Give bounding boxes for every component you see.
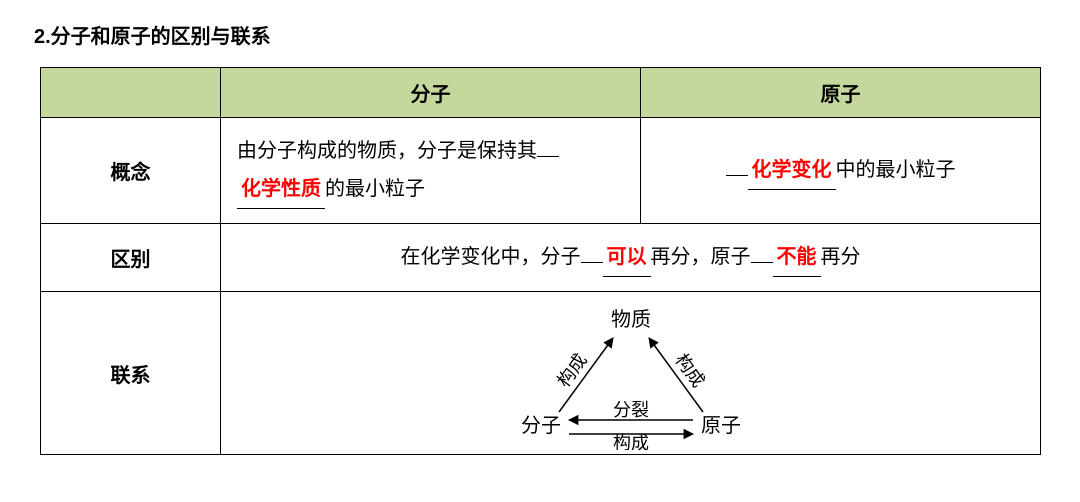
cell-gainian-yuanzi: 化学变化中的最小粒子 — [641, 118, 1041, 224]
row-qubie: 区别 在化学变化中，分子可以再分，原子不能再分 — [41, 224, 1041, 292]
rowhead-lianxi: 联系 — [41, 292, 221, 455]
node-left: 分子 — [521, 414, 561, 437]
header-empty — [41, 68, 221, 118]
qubie-pre: 在化学变化中，分子 — [401, 246, 581, 268]
qubie-fill2: 不能 — [773, 238, 821, 277]
rowhead-qubie: 区别 — [41, 224, 221, 292]
header-yuanzi: 原子 — [641, 68, 1041, 118]
underline-lead — [726, 175, 748, 176]
gainian-fenzi-pre: 由分子构成的物质，分子是保持其 — [237, 140, 537, 162]
underline-lead — [537, 156, 559, 157]
qubie-mid: 再分，原子 — [651, 246, 751, 268]
cell-gainian-fenzi: 由分子构成的物质，分子是保持其化学性质的最小粒子 — [221, 118, 641, 224]
edge-bottom-bot-label: 构成 — [613, 433, 649, 450]
row-lianxi: 联系 物质 分子 原子 构成 构成 — [41, 292, 1041, 455]
qubie-post: 再分 — [821, 246, 861, 268]
table-header-row: 分子 原子 — [41, 68, 1041, 118]
rowhead-gainian: 概念 — [41, 118, 221, 224]
node-right: 原子 — [701, 415, 741, 437]
qubie-fill1: 可以 — [603, 238, 651, 277]
gainian-fenzi-fill: 化学性质 — [237, 170, 325, 209]
underline-lead — [751, 262, 773, 263]
edge-bottom-top-label: 分裂 — [613, 400, 649, 420]
edge-right-label: 构成 — [671, 350, 708, 391]
cell-qubie: 在化学变化中，分子可以再分，原子不能再分 — [221, 224, 1041, 292]
relation-diagram: 物质 分子 原子 构成 构成 分裂 构成 — [481, 300, 781, 450]
section-title: 2.分子和原子的区别与联系 — [34, 20, 1050, 49]
cell-lianxi-diagram: 物质 分子 原子 构成 构成 分裂 构成 — [221, 292, 1041, 455]
comparison-table: 分子 原子 概念 由分子构成的物质，分子是保持其化学性质的最小粒子 化学变化中的… — [40, 67, 1041, 455]
gainian-fenzi-post: 的最小粒子 — [325, 178, 425, 200]
node-top: 物质 — [611, 308, 651, 331]
underline-lead — [581, 262, 603, 263]
row-gainian: 概念 由分子构成的物质，分子是保持其化学性质的最小粒子 化学变化中的最小粒子 — [41, 118, 1041, 224]
edge-left-label: 构成 — [553, 350, 590, 391]
header-fenzi: 分子 — [221, 68, 641, 118]
gainian-yuanzi-fill: 化学变化 — [748, 151, 836, 190]
gainian-yuanzi-post: 中的最小粒子 — [836, 159, 956, 181]
